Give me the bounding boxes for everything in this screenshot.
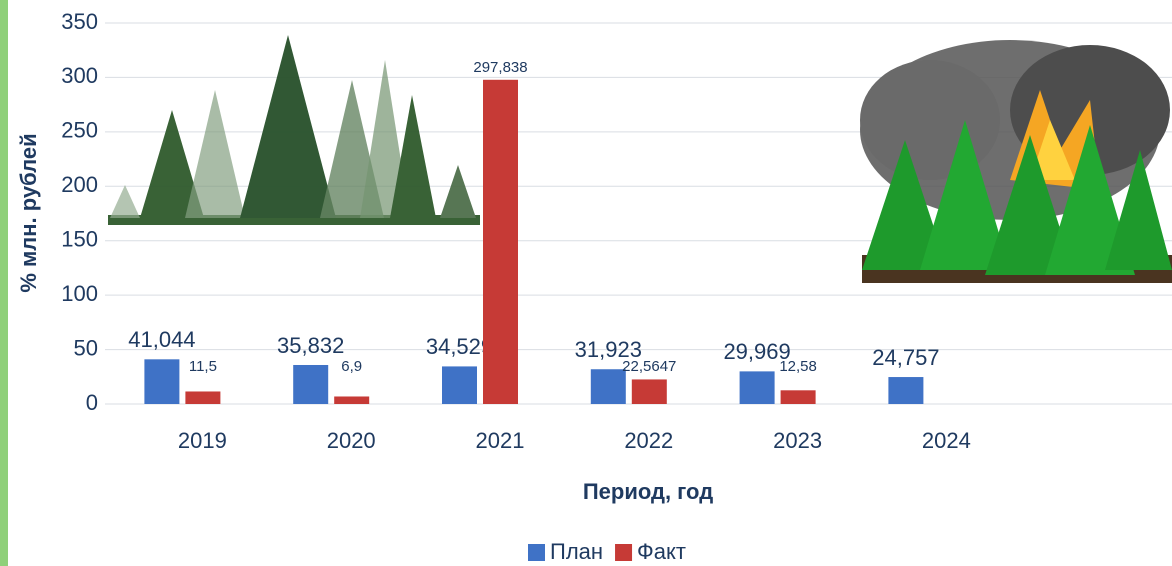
y-tick-label: 150 <box>61 227 98 252</box>
x-tick-label: 2020 <box>327 428 376 453</box>
bar <box>334 396 370 404</box>
legend-label: Факт <box>637 539 686 564</box>
bar <box>483 79 518 404</box>
bar <box>631 379 667 404</box>
bar <box>293 364 329 404</box>
y-tick-label: 50 <box>74 335 98 360</box>
data-label: 34,529 <box>426 334 493 359</box>
left-border <box>0 0 8 566</box>
bar <box>185 391 221 404</box>
bar <box>780 390 816 404</box>
x-tick-label: 2022 <box>624 428 673 453</box>
bar <box>442 366 477 404</box>
legend-swatch <box>615 544 633 561</box>
bar <box>144 359 180 404</box>
legend-swatch <box>528 544 545 561</box>
y-tick-label: 250 <box>61 118 98 143</box>
x-tick-label: 2021 <box>476 428 525 453</box>
data-label: 297,838 <box>473 59 527 76</box>
bar <box>590 369 626 404</box>
data-label: 12,58 <box>779 358 817 375</box>
data-label: 11,5 <box>189 358 217 375</box>
y-axis-label: % млн. рублей <box>16 133 41 292</box>
fire-illustration <box>860 40 1172 283</box>
data-label: 24,757 <box>872 345 939 370</box>
data-label: 35,832 <box>277 333 344 358</box>
data-label: 22,5647 <box>622 358 676 375</box>
bar <box>888 377 924 404</box>
y-tick-label: 300 <box>61 63 98 88</box>
x-tick-label: 2023 <box>773 428 822 453</box>
x-tick-label: 2024 <box>922 428 971 453</box>
legend-label: План <box>550 539 603 564</box>
data-label: 29,969 <box>723 339 790 364</box>
data-label: 41,044 <box>128 327 195 352</box>
y-tick-label: 0 <box>86 390 98 415</box>
data-label: 6,9 <box>341 358 362 375</box>
forest-illustration <box>108 35 480 225</box>
y-tick-label: 350 <box>61 9 98 34</box>
bar <box>739 371 775 404</box>
y-tick-label: 100 <box>61 281 98 306</box>
data-label: 31,923 <box>575 337 642 362</box>
y-tick-label: 200 <box>61 172 98 197</box>
x-tick-label: 2019 <box>178 428 227 453</box>
x-axis-label: Период, год <box>583 479 713 504</box>
